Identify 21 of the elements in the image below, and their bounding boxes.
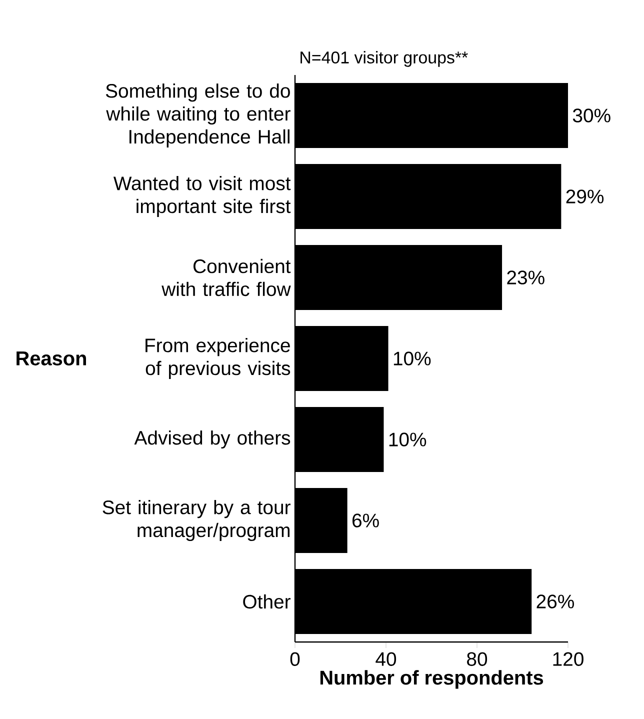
y-tick-label: Advised by others — [134, 430, 290, 449]
annotation: 23% — [507, 270, 544, 284]
y-tick-label: From experience of previous visits — [146, 338, 290, 380]
y-tick-label: Wanted to visit most important site first — [113, 176, 291, 218]
x-tick-label: 40 — [376, 652, 396, 666]
annotation: 29% — [566, 190, 604, 204]
annotation: 26% — [536, 594, 574, 608]
y-tick-label: Set itinerary by a tour manager/program — [102, 500, 290, 542]
annotation: 30% — [572, 108, 610, 122]
y-tick-label: Other — [243, 594, 290, 609]
x-tick-label: 0 — [290, 652, 300, 666]
annotation: 6% — [352, 514, 379, 528]
x-axis-title: Number of respondents — [320, 670, 544, 689]
chart-title: N=401 visitor groups** — [300, 51, 468, 67]
y-axis-title: Reason — [16, 352, 86, 366]
annotation: 10% — [394, 352, 431, 366]
annotation: 10% — [389, 432, 426, 446]
y-tick-label: Convenient with traffic flow — [162, 258, 291, 296]
x-tick-label: 120 — [553, 652, 584, 666]
x-tick-label: 80 — [467, 652, 488, 666]
y-tick-label: Something else to do while waiting to enter Independence Hall — [106, 84, 290, 148]
